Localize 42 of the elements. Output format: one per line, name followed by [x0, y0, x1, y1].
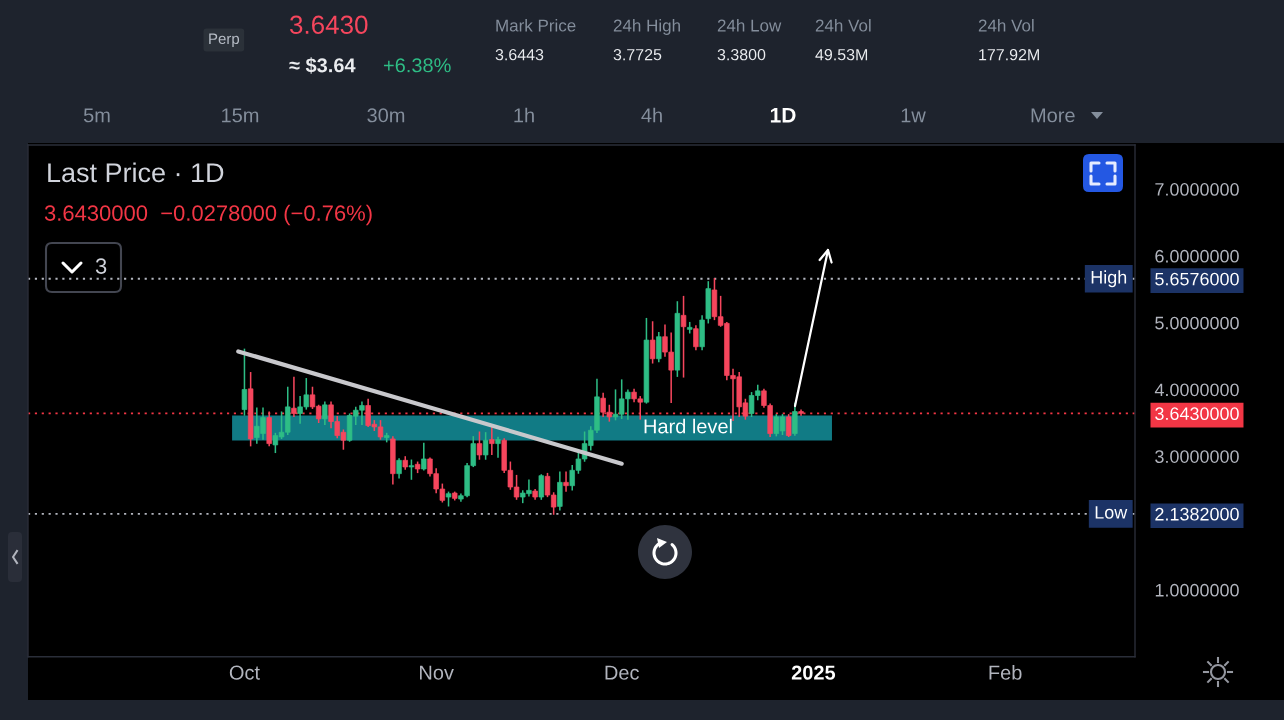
text: Mark Price [496, 19, 576, 32]
y-tick-label: 3.6430000 [1155, 407, 1239, 421]
x-tick-label: Dec [605, 665, 639, 680]
y-tick-label: 3.0000000 [1155, 450, 1239, 463]
text: 5m [83, 108, 110, 123]
text: Perp [209, 33, 240, 47]
text: 24h Vol [815, 19, 871, 32]
x-tick-label: 2025 [791, 665, 836, 680]
text: 3.3800 [717, 48, 766, 61]
y-tick-label: 5.6576000 [1155, 272, 1239, 286]
y-tick-label: 7.0000000 [1155, 183, 1239, 196]
annotation: 3 [95, 258, 107, 274]
text: 4h [641, 107, 662, 123]
text: 3.6430 [289, 15, 368, 34]
y-tick-label: 6.0000000 [1155, 249, 1239, 263]
y-tick-label: 5.0000000 [1155, 316, 1239, 330]
text: 24h High [613, 19, 680, 35]
y-tick-label: 2.1382000 [1155, 507, 1239, 521]
text: 49.53M [815, 48, 868, 61]
text: 177.92M [979, 48, 1039, 61]
text: Last Price · 1D [48, 162, 224, 183]
text: 1D [770, 107, 796, 123]
text: 3.6443 [495, 48, 544, 61]
band-label: Hard level [644, 418, 732, 434]
text: 30m [367, 108, 405, 123]
y-tick-label: 4.0000000 [1154, 383, 1239, 397]
y-tick-label: 1.0000000 [1155, 583, 1239, 597]
ref-line-label: Low [1095, 506, 1128, 519]
text: 1w [901, 108, 926, 123]
ref-line-label: High [1091, 270, 1127, 288]
x-tick-label: Oct [229, 665, 260, 680]
text: 24h Low [717, 19, 782, 32]
text: +6.38% [383, 58, 451, 73]
text: 24h Vol [978, 19, 1034, 32]
x-tick-label: Feb [989, 665, 1022, 680]
x-tick-label: Nov [420, 665, 454, 680]
text: 1h [514, 107, 534, 123]
text: 15m [222, 108, 259, 123]
text: More [1031, 108, 1075, 123]
text: 3.6430000 −0.0278000 (−0.76%) [44, 204, 372, 226]
text: ≈ $3.64 [289, 57, 356, 74]
text: 3.7725 [613, 48, 662, 61]
